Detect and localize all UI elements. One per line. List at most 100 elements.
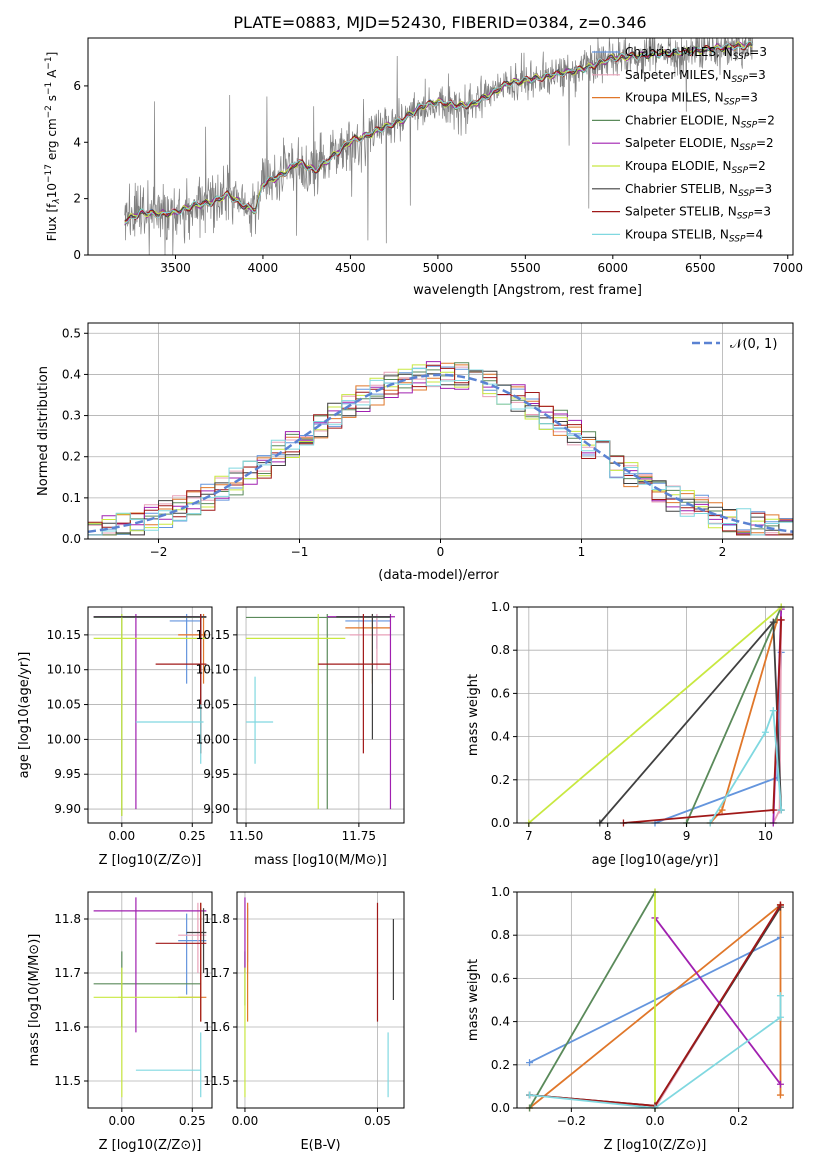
weight-marker [769,707,777,715]
x-tick-label: 1 [578,545,586,559]
weight_vs_Z-panel: −0.2 0.0 0.2 0.0 0.2 0.4 0.6 0.8 1.0 Z [log10(Z/Z… [466,885,794,1153]
x-axis-label: (data-model)/error [378,568,499,583]
y-tick-label: 0.3 [62,409,81,423]
weight-marker [718,806,726,814]
weight-marker [777,616,785,624]
weight-marker [776,1013,784,1021]
y-tick-label: 11.5 [203,1074,230,1088]
x-tick-label: 0.25 [179,1114,206,1128]
x-tick-label: 0.00 [108,829,135,843]
legend-label: Kroupa STELIB, NSSP=4 [625,227,763,244]
weight-marker [761,728,769,736]
x-tick-label: 6000 [598,261,629,275]
weight-marker [776,1080,784,1088]
y-tick-label: 0.4 [62,367,81,381]
y-axis-label: mass weight [466,959,481,1041]
y-tick-label: 10.15 [47,628,81,642]
y-axis-label: mass [log10(M/M⊙)] [27,934,42,1067]
weight-line [528,891,656,1109]
mass_vs_Z-panel: 0.00 0.25 11.5 11.6 11.7 11.8 Z [log10(Z/Z⊙)] m… [27,891,213,1153]
y-axis-label: mass weight [466,674,481,756]
y-tick-label: 11.8 [203,912,230,926]
y-tick-label: 0.6 [491,971,510,985]
weight_vs_age-panel: 7 8 9 10 0.0 0.2 0.4 0.6 0.8 1.0 age [log10(age/yr… [466,600,794,868]
x-tick-label: 0 [437,545,445,559]
y-tick-label: 11.6 [54,1020,81,1034]
x-tick-label: 8 [604,829,612,843]
y-axis-label: Flux [fλ10−17 erg cm−2 s−1 A−1] [44,52,62,242]
model-line [124,42,753,222]
y-tick-label: 10.05 [196,698,230,712]
y-tick-label: 9.90 [54,802,81,816]
weight-line [528,606,782,824]
y-axis-label: age [log10(age/yr)] [17,652,32,779]
weight-marker [776,901,784,909]
spectrum-panel: 3500 4000 4500 5000 5500 6000 6500 7000 0 2 4 6 wave… [44,36,803,298]
y-tick-label: 0.2 [491,1058,510,1072]
y-tick-label: 0.0 [62,532,81,546]
y-tick-label: 1.0 [491,885,510,899]
x-tick-label: 6500 [685,261,716,275]
legend-label: 𝒩(0, 1) [730,337,777,352]
y-tick-label: 2 [73,192,81,206]
mass_vs_ebv-panel: 0.00 0.05 11.5 11.6 11.7 11.8 E(B-V) [203,891,405,1153]
legend-label: Salpeter MILES, NSSP=3 [625,68,766,85]
x-tick-label: 9 [683,829,691,843]
y-tick-label: 6 [73,79,81,93]
y-tick-label: 11.6 [203,1020,230,1034]
y-tick-label: 11.7 [54,966,81,980]
x-axis-label: wavelength [Angstrom, rest frame] [413,283,642,298]
y-tick-label: 4 [73,135,81,149]
weight-line [529,995,782,1109]
x-axis-label: age [log10(age/yr)] [592,853,719,868]
y-tick-label: 1.0 [491,600,510,614]
x-tick-label: 4000 [248,261,279,275]
x-tick-label: −2 [150,545,168,559]
weight-marker [526,1059,534,1067]
legend-label: Salpeter STELIB, NSSP=3 [625,205,771,222]
x-axis-label: Z [log10(Z/Z⊙)] [604,1138,707,1153]
legend-label: Kroupa ELODIE, NSSP=2 [625,159,766,176]
x-tick-label: 0.05 [364,1114,391,1128]
axes-frame [516,606,794,824]
x-tick-label: 11.50 [229,829,263,843]
y-tick-label: 0.2 [62,450,81,464]
x-tick-label: 7 [525,829,533,843]
x-axis-label: E(B-V) [300,1138,340,1153]
x-tick-label: 11.75 [342,829,376,843]
y-tick-label: 0 [73,248,81,262]
y-tick-label: 9.95 [54,767,81,781]
x-tick-label: 0.25 [179,829,206,843]
y-tick-label: 9.90 [203,802,230,816]
y-tick-label: 0.8 [491,643,510,657]
x-tick-label: 4500 [335,261,366,275]
y-tick-label: 10.10 [196,663,230,677]
y-tick-label: 11.5 [54,1074,81,1088]
y-axis-label: Normed distribution [36,366,51,496]
normal-curve [87,373,794,534]
y-tick-label: 0.4 [491,730,510,744]
x-tick-label: 0.00 [232,1114,259,1128]
legend-label: Salpeter ELODIE, NSSP=2 [625,136,774,153]
y-tick-label: 10.00 [47,732,81,746]
legend-label: Chabrier MILES, NSSP=3 [625,45,767,62]
x-tick-label: 7000 [772,261,803,275]
weight-marker [776,992,784,1000]
y-tick-label: 0.2 [491,773,510,787]
weight-marker [526,1091,534,1099]
x-axis-label: Z [log10(Z/Z⊙)] [99,853,202,868]
y-tick-label: 0.1 [62,491,81,505]
axes-frame [87,37,794,256]
residuals-panel: −2 −1 0 1 2 0.0 0.1 0.2 0.3 0.4 0.5 (data-model)/er… [36,322,794,583]
x-axis-label: mass [log10(M/M⊙)] [254,853,387,868]
x-tick-label: −1 [291,545,309,559]
y-tick-label: 10.15 [196,628,230,642]
x-tick-label: 10 [758,829,773,843]
y-tick-label: 0.5 [62,326,81,340]
axes-frame [87,891,213,1109]
weight-marker [776,1091,784,1099]
y-tick-label: 0.8 [491,928,510,942]
x-tick-label: 0.00 [108,1114,135,1128]
